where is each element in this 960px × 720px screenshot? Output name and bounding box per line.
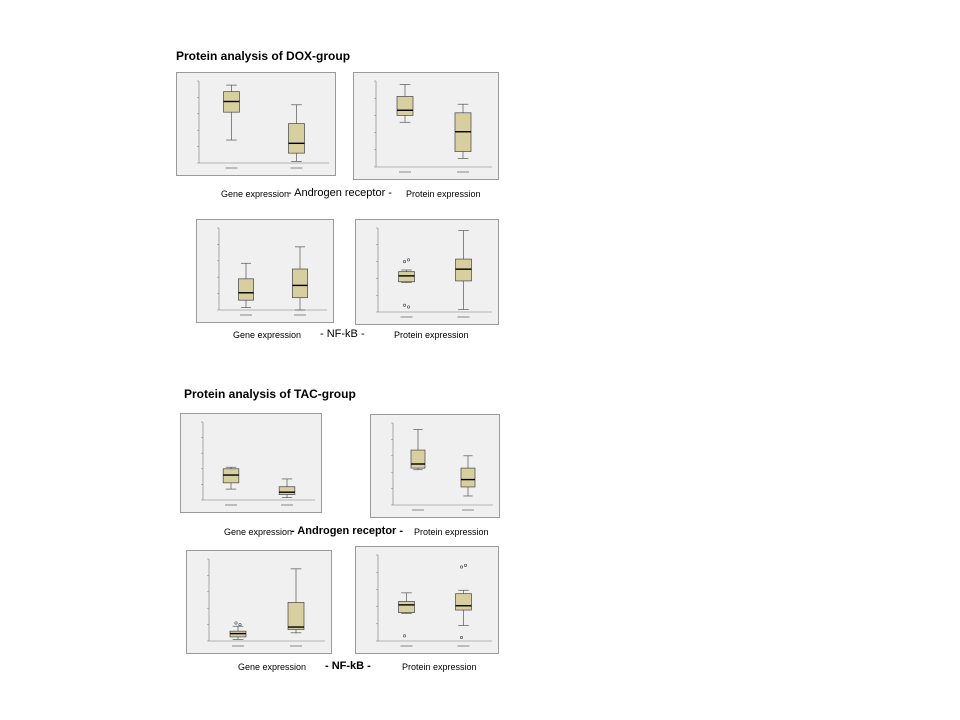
- outlier-point: [406, 258, 410, 262]
- tac-nfkb-gene-chart: [207, 558, 325, 647]
- box: [278, 486, 296, 495]
- dox-nfkb-gene-plot: [196, 219, 334, 323]
- box: [398, 601, 415, 613]
- outlier-point: [402, 634, 406, 638]
- tac-ar-protein-caption: Protein expression: [414, 527, 489, 537]
- tac-nfkb-protein-caption: Protein expression: [402, 662, 477, 672]
- outlier-point: [238, 623, 242, 627]
- box: [222, 468, 240, 484]
- box: [410, 449, 426, 469]
- tac-ar-target-caption: - Androgen receptor -: [291, 525, 404, 537]
- tac-section-title: Protein analysis of TAC-group: [184, 387, 356, 401]
- dox-ar-protein-caption: Protein expression: [406, 189, 481, 199]
- outlier-point: [234, 621, 238, 625]
- dox-ar-gene-caption: Gene expression: [221, 189, 290, 199]
- dox-nfkb-protein-caption: Protein expression: [394, 330, 469, 340]
- dox-ar-gene-chart: [197, 80, 329, 169]
- tac-nfkb-gene-plot: [186, 550, 332, 654]
- box: [396, 96, 414, 116]
- tac-ar-gene-chart: [201, 421, 315, 506]
- box: [398, 271, 415, 283]
- box: [455, 593, 472, 611]
- dox-ar-protein-plot: [353, 72, 499, 180]
- dox-nfkb-gene-chart: [217, 227, 327, 316]
- tac-nfkb-protein-chart: [376, 554, 492, 647]
- dox-ar-target-caption: - Androgen receptor -: [288, 187, 392, 199]
- outlier-point: [460, 636, 464, 640]
- dox-nfkb-protein-plot: [355, 219, 499, 325]
- outlier-point: [464, 563, 468, 567]
- outlier-point: [460, 565, 464, 569]
- tac-ar-protein-chart: [391, 422, 493, 511]
- dox-nfkb-target-caption: - NF-kB -: [320, 328, 365, 340]
- outlier-point: [402, 303, 406, 307]
- tac-ar-protein-plot: [370, 414, 500, 518]
- dox-ar-gene-plot: [176, 72, 336, 176]
- tac-nfkb-protein-plot: [355, 546, 499, 654]
- box: [460, 467, 476, 488]
- box: [455, 258, 472, 282]
- box: [292, 268, 308, 299]
- outlier-point: [402, 260, 406, 264]
- box: [287, 602, 305, 630]
- tac-nfkb-target-caption: - NF-kB -: [325, 660, 371, 672]
- tac-nfkb-gene-caption: Gene expression: [238, 662, 307, 672]
- dox-section-title: Protein analysis of DOX-group: [176, 49, 351, 63]
- outlier-point: [406, 305, 410, 309]
- dox-nfkb-gene-caption: Gene expression: [233, 330, 302, 340]
- box: [238, 278, 254, 301]
- dox-ar-protein-chart: [374, 80, 492, 173]
- tac-ar-gene-caption: Gene expression: [224, 527, 293, 537]
- dox-nfkb-protein-chart: [376, 227, 492, 318]
- box: [288, 123, 305, 154]
- tac-ar-gene-plot: [180, 413, 322, 513]
